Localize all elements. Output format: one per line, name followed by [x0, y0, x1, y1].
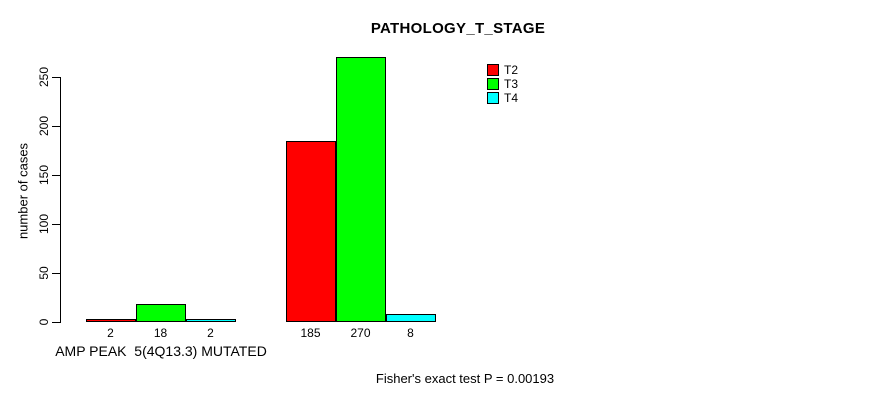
y-axis-tick-label: 150: [37, 164, 51, 186]
bar-value-label: 18: [153, 326, 168, 340]
legend-label-t4: T4: [504, 91, 519, 105]
y-axis-tick: [52, 273, 60, 274]
y-axis-tick-label: 250: [37, 66, 51, 88]
legend-swatch-t3: [487, 78, 499, 90]
bar-value-label: 2: [107, 326, 114, 340]
y-axis-line: [60, 77, 61, 323]
y-axis-tick-label: 50: [37, 266, 51, 280]
bar-t3-group1: [135, 304, 186, 322]
x-axis-label: AMP PEAK 5(4Q13.3) MUTATED: [55, 343, 267, 359]
legend-label-t2: T2: [504, 63, 519, 77]
y-axis-tick: [52, 224, 60, 225]
legend-label-t3: T3: [504, 77, 519, 91]
legend: T2 T3 T4: [487, 63, 518, 105]
bar-value-label: 270: [350, 326, 371, 340]
bar-t2-group2: [285, 141, 336, 322]
fisher-test-annotation: Fisher's exact test P = 0.00193: [375, 371, 555, 386]
legend-item-t2: T2: [487, 63, 518, 77]
y-axis-tick-label: 0: [37, 318, 51, 326]
legend-item-t3: T3: [487, 77, 518, 91]
bar-value-label: 2: [207, 326, 214, 340]
y-axis-tick-label: 200: [37, 115, 51, 137]
bar-value-label: 185: [300, 326, 321, 340]
bar-t2-group1: [85, 319, 136, 322]
bar-t3-group2: [335, 57, 386, 322]
bar-t4-group2: [385, 314, 436, 322]
legend-swatch-t4: [487, 92, 499, 104]
legend-item-t4: T4: [487, 91, 518, 105]
legend-swatch-t2: [487, 64, 499, 76]
chart-title: PATHOLOGY_T_STAGE: [370, 20, 546, 37]
y-axis-tick: [52, 126, 60, 127]
y-axis-tick: [52, 77, 60, 78]
bar-value-label: 8: [407, 326, 414, 340]
y-axis-tick: [52, 175, 60, 176]
y-axis-tick-label: 100: [37, 213, 51, 235]
bar-t4-group1: [185, 319, 236, 322]
y-axis-tick: [52, 322, 60, 323]
